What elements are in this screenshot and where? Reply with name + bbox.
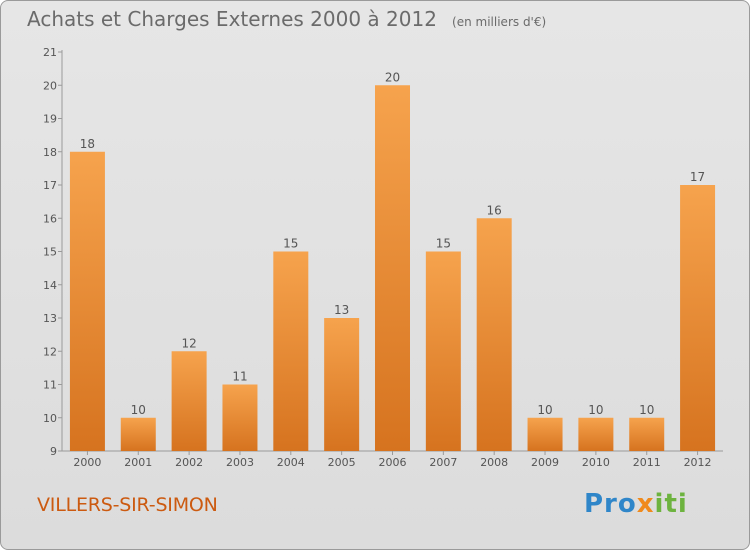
- bar: [629, 417, 665, 451]
- chart-bars: [69, 85, 716, 451]
- y-tick-label: 14: [43, 279, 57, 292]
- bar-value-label: 15: [436, 237, 451, 251]
- x-tick-label: 2010: [582, 456, 610, 469]
- chart-title: Achats et Charges Externes 2000 à 2012 (…: [27, 7, 546, 31]
- x-tick-label: 2001: [124, 456, 152, 469]
- chart-axes: 9 10 11 12 13 14 15 16 17 18 19 20 21 2000 2001 2002 200…: [43, 46, 723, 469]
- bar-value-label: 12: [181, 336, 196, 350]
- x-tick-label: 2011: [633, 456, 661, 469]
- bar: [222, 384, 258, 451]
- x-tick-label: 2000: [73, 456, 101, 469]
- bar-value-label: 17: [690, 170, 705, 184]
- bar: [527, 417, 563, 451]
- bar-value-label: 10: [131, 403, 146, 417]
- bar: [171, 351, 207, 451]
- chart-unit: (en milliers d'€): [452, 15, 547, 29]
- y-tick-label: 10: [43, 412, 57, 425]
- y-tick-label: 9: [50, 445, 57, 458]
- bar-value-label: 10: [537, 403, 552, 417]
- y-tick-label: 12: [43, 345, 57, 358]
- logo-part-2: x: [636, 489, 655, 519]
- bar-value-label: 15: [283, 237, 298, 251]
- x-tick-label: 2012: [684, 456, 712, 469]
- bar: [476, 218, 512, 451]
- x-tick-label: 2008: [480, 456, 508, 469]
- y-tick-label: 17: [43, 179, 57, 192]
- y-tick-label: 21: [43, 46, 57, 59]
- commune-name: VILLERS-SIR-SIMON: [37, 494, 218, 516]
- y-tick-label: 16: [43, 212, 57, 225]
- bar: [375, 85, 410, 451]
- proxiti-logo: Proxiti: [584, 489, 688, 519]
- bar-value-label: 13: [334, 303, 349, 317]
- y-tick-label: 15: [43, 246, 57, 259]
- logo-part-3: iti: [654, 489, 688, 519]
- x-tick-label: 2009: [531, 456, 559, 469]
- bar: [69, 151, 105, 451]
- bar: [680, 185, 716, 451]
- bar-value-label: 16: [487, 203, 502, 217]
- x-tick-label: 2005: [328, 456, 356, 469]
- bar: [425, 251, 461, 451]
- y-tick-label: 20: [43, 79, 57, 92]
- x-tick-label: 2004: [277, 456, 305, 469]
- y-tick-label: 19: [43, 113, 57, 126]
- x-tick-label: 2003: [226, 456, 254, 469]
- x-tick-label: 2007: [429, 456, 457, 469]
- bar: [578, 417, 614, 451]
- bar-value-label: 10: [588, 403, 603, 417]
- y-tick-label: 18: [43, 146, 57, 159]
- chart-labels: 18 10 12 11 15 13 20 15 16 10 10 10 17: [80, 70, 705, 417]
- x-tick-label: 2006: [379, 456, 407, 469]
- chart-title-text: Achats et Charges Externes 2000 à 2012: [27, 7, 437, 31]
- bar-value-label: 11: [232, 370, 247, 384]
- y-tick-label: 11: [43, 379, 57, 392]
- bar-value-label: 10: [639, 403, 654, 417]
- bar-value-label: 20: [385, 70, 400, 84]
- bar: [273, 251, 309, 451]
- y-tick-label: 13: [43, 312, 57, 325]
- bar: [120, 417, 156, 451]
- bar: [324, 318, 360, 451]
- x-tick-label: 2002: [175, 456, 203, 469]
- logo-part-1: Pro: [584, 489, 637, 519]
- bar-value-label: 18: [80, 137, 95, 151]
